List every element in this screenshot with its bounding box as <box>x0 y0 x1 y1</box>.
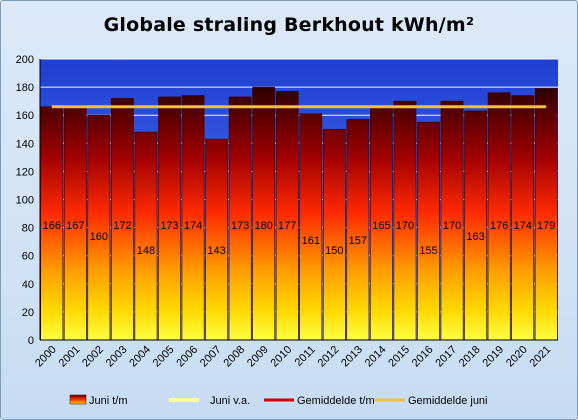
x-tick-label: 2001 <box>57 344 83 370</box>
legend-label: Gemiddelde juni <box>408 395 488 407</box>
y-tick-label: 120 <box>16 166 34 178</box>
x-tick-label: 2012 <box>316 344 342 370</box>
bar <box>322 128 346 341</box>
y-tick-label: 60 <box>22 251 34 263</box>
bar <box>87 114 111 341</box>
y-tick-label: 100 <box>16 195 34 207</box>
data-label: 148 <box>137 245 155 257</box>
bar <box>346 119 370 341</box>
label-layer: 166 167 160 172 148 173 174 143 173 180 177 161 150 1… <box>43 220 556 257</box>
data-label: 170 <box>443 220 461 232</box>
data-label: 167 <box>66 220 84 232</box>
bar <box>134 131 158 341</box>
x-tick-label: 2005 <box>151 344 177 370</box>
x-tick-label: 2004 <box>127 344 153 370</box>
x-tick-label: 2003 <box>104 344 130 370</box>
x-tick-label: 2002 <box>80 344 106 370</box>
y-tick-label: 80 <box>22 223 34 235</box>
bar <box>299 113 323 341</box>
data-label: 165 <box>372 220 390 232</box>
legend-label: Juni t/m <box>89 395 128 407</box>
y-tick-label: 180 <box>16 82 34 94</box>
data-label: 173 <box>231 220 249 232</box>
data-label: 157 <box>349 235 367 247</box>
x-tick-label: 2017 <box>433 344 459 370</box>
y-tick-label: 20 <box>22 307 34 319</box>
data-label: 177 <box>278 220 296 232</box>
y-tick-label: 140 <box>16 138 34 150</box>
x-tick-label: 2000 <box>33 344 59 370</box>
bar-layer <box>40 86 558 341</box>
legend-layer: Juni t/m Juni v.a. Gemiddelde t/m Gemiddeld… <box>69 394 488 407</box>
data-label: 155 <box>419 245 437 257</box>
x-tick-label: 2008 <box>221 344 247 370</box>
bar <box>181 95 205 341</box>
data-label: 174 <box>514 220 532 232</box>
bar <box>205 138 228 341</box>
data-label: 173 <box>160 220 178 232</box>
x-tick-label: 2019 <box>480 344 506 370</box>
bar <box>487 92 511 341</box>
bar <box>464 110 487 341</box>
x-tick-label: 2018 <box>457 344 483 370</box>
data-label: 163 <box>466 231 484 243</box>
data-label: 143 <box>207 245 225 257</box>
bar <box>275 91 299 341</box>
x-tick-label: 2013 <box>339 344 365 370</box>
data-label: 172 <box>113 220 131 232</box>
y-tick-label: 160 <box>16 110 34 122</box>
x-tick-label: 2014 <box>363 344 389 370</box>
bar <box>511 95 535 341</box>
data-label: 161 <box>302 235 320 247</box>
x-tick-label: 2021 <box>528 344 554 370</box>
bar <box>534 88 558 341</box>
y-tick-label: 0 <box>28 335 34 347</box>
legend-label: Gemiddelde t/m <box>297 395 375 407</box>
x-tick-label: 2006 <box>174 344 200 370</box>
data-label: 160 <box>90 231 108 243</box>
x-tick-label: 2009 <box>245 344 271 370</box>
x-tick-label: 2016 <box>410 344 436 370</box>
bar <box>228 96 252 341</box>
legend-label: Juni v.a. <box>210 395 250 407</box>
data-label: 176 <box>490 220 508 232</box>
bar <box>417 121 440 341</box>
x-tick-label: 2020 <box>504 344 530 370</box>
legend-swatch-bar <box>69 394 87 405</box>
y-tick-label: 200 <box>16 54 34 66</box>
data-label: 179 <box>537 220 555 232</box>
data-label: 180 <box>255 220 273 232</box>
data-label: 150 <box>325 245 343 257</box>
y-tick-label: 40 <box>22 279 34 291</box>
bar <box>158 96 181 341</box>
data-label: 170 <box>396 220 414 232</box>
x-tick-label: 2010 <box>269 344 295 370</box>
x-tick-label: 2015 <box>386 344 412 370</box>
x-tick-label: 2011 <box>293 344 318 369</box>
chart-title: Globale straling Berkhout kWh/m² <box>103 14 475 36</box>
data-label: 174 <box>184 220 202 232</box>
x-tick-label: 2007 <box>198 344 224 370</box>
bar <box>252 86 276 341</box>
legend-swatch-juni-va <box>169 398 199 402</box>
data-label: 166 <box>43 220 61 232</box>
